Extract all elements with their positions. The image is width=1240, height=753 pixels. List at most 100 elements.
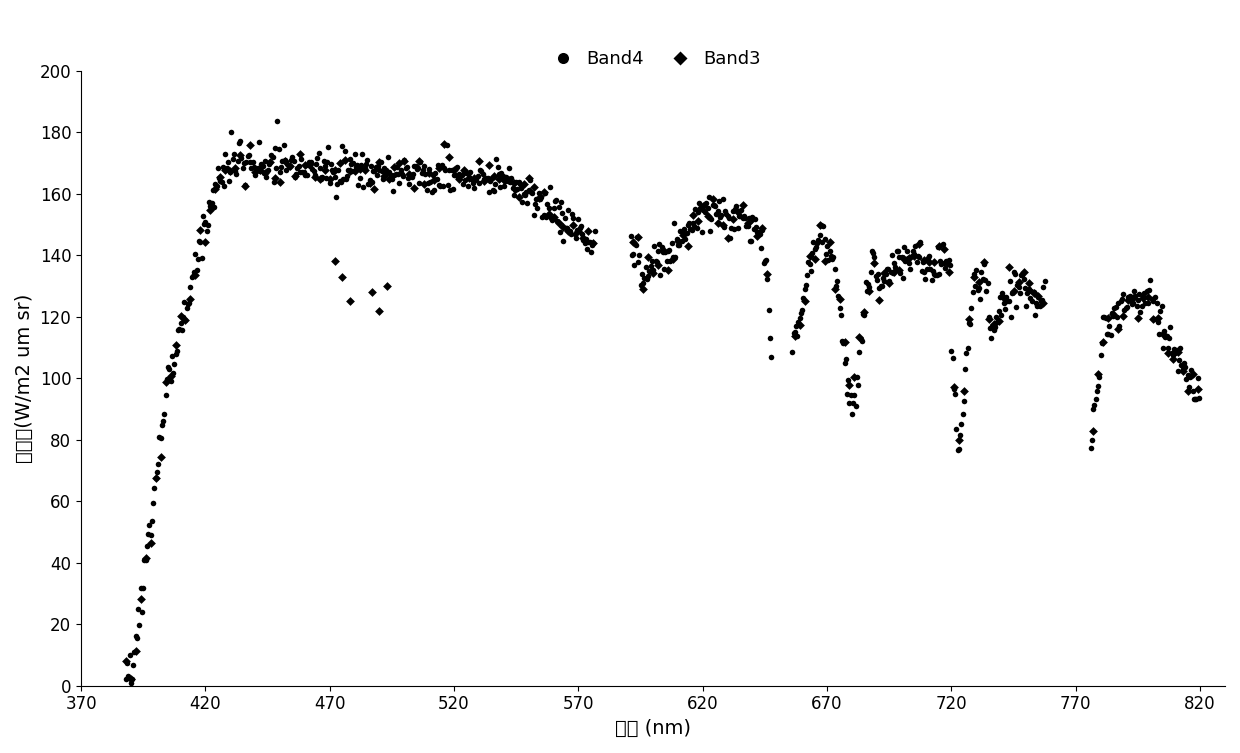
Point [279, 160, 299, 172]
Point [559, 224, 579, 236]
Point [325, 164, 345, 176]
Point [738, 220, 758, 232]
Point [497, 175, 517, 187]
Point [663, 252, 683, 264]
Point [391, 163, 410, 175]
Point [945, 388, 965, 400]
Point [802, 248, 822, 260]
Point [982, 320, 1002, 332]
Point [345, 148, 365, 160]
Point [334, 173, 353, 185]
Point [362, 176, 382, 188]
Point [869, 282, 889, 294]
Point [232, 152, 252, 164]
Point [827, 276, 847, 288]
Point [901, 250, 921, 262]
Point [830, 302, 849, 314]
Point [755, 255, 775, 267]
Point [859, 285, 879, 297]
Point [548, 218, 568, 230]
Point [929, 268, 949, 280]
Point [523, 209, 543, 221]
Point [459, 171, 479, 183]
Point [1084, 425, 1104, 437]
Point [708, 205, 728, 217]
Point [362, 286, 382, 298]
Point [167, 345, 187, 357]
Point [698, 210, 718, 222]
Point [723, 212, 743, 224]
Point [987, 316, 1007, 328]
Point [1106, 301, 1126, 313]
Point [440, 184, 460, 197]
Point [1168, 364, 1188, 376]
Point [546, 194, 565, 206]
Point [642, 255, 662, 267]
Point [300, 158, 320, 170]
Point [428, 159, 448, 171]
Point [414, 160, 434, 172]
Point [791, 307, 811, 319]
Point [624, 236, 644, 248]
Point [171, 309, 191, 322]
Point [501, 172, 521, 184]
Point [847, 371, 867, 383]
Point [924, 267, 944, 279]
Point [947, 444, 967, 456]
Point [811, 219, 831, 231]
Point [1105, 302, 1125, 314]
Point [218, 157, 238, 169]
Point [281, 154, 301, 166]
Point [291, 154, 311, 166]
Point [717, 208, 737, 220]
Point [1173, 363, 1193, 375]
Point [314, 155, 334, 167]
Point [156, 376, 176, 388]
Point [1087, 385, 1107, 397]
Point [208, 162, 228, 174]
Point [523, 181, 543, 193]
Point [191, 236, 211, 248]
Point [790, 312, 810, 324]
Point [1182, 364, 1202, 376]
Point [785, 330, 805, 342]
Point [908, 250, 928, 262]
Point [296, 159, 316, 171]
Point [1143, 313, 1163, 325]
Point [166, 348, 186, 360]
Point [627, 231, 647, 243]
Point [191, 224, 211, 236]
Point [909, 238, 929, 250]
Point [275, 155, 295, 167]
Point [931, 258, 951, 270]
Point [238, 150, 258, 162]
Point [1130, 288, 1149, 300]
Point [332, 140, 352, 152]
Point [753, 222, 773, 234]
Point [668, 236, 688, 248]
Point [971, 266, 991, 278]
Point [196, 236, 216, 248]
Point [161, 370, 181, 382]
Point [737, 221, 756, 233]
Point [275, 154, 295, 166]
Point [1017, 287, 1037, 299]
Point [1097, 328, 1117, 340]
Point [631, 279, 651, 291]
Point [439, 164, 459, 176]
Point [270, 166, 290, 178]
Point [1022, 295, 1042, 307]
Point [570, 220, 590, 232]
Point [1164, 343, 1184, 355]
Point [1085, 399, 1105, 411]
Point [890, 267, 910, 279]
Point [331, 175, 351, 187]
Point [490, 181, 510, 194]
Point [283, 151, 303, 163]
Point [1171, 342, 1190, 354]
Point [1011, 269, 1030, 281]
Point [874, 267, 894, 279]
Point [1029, 300, 1049, 312]
Point [1006, 301, 1025, 313]
Point [495, 175, 515, 187]
